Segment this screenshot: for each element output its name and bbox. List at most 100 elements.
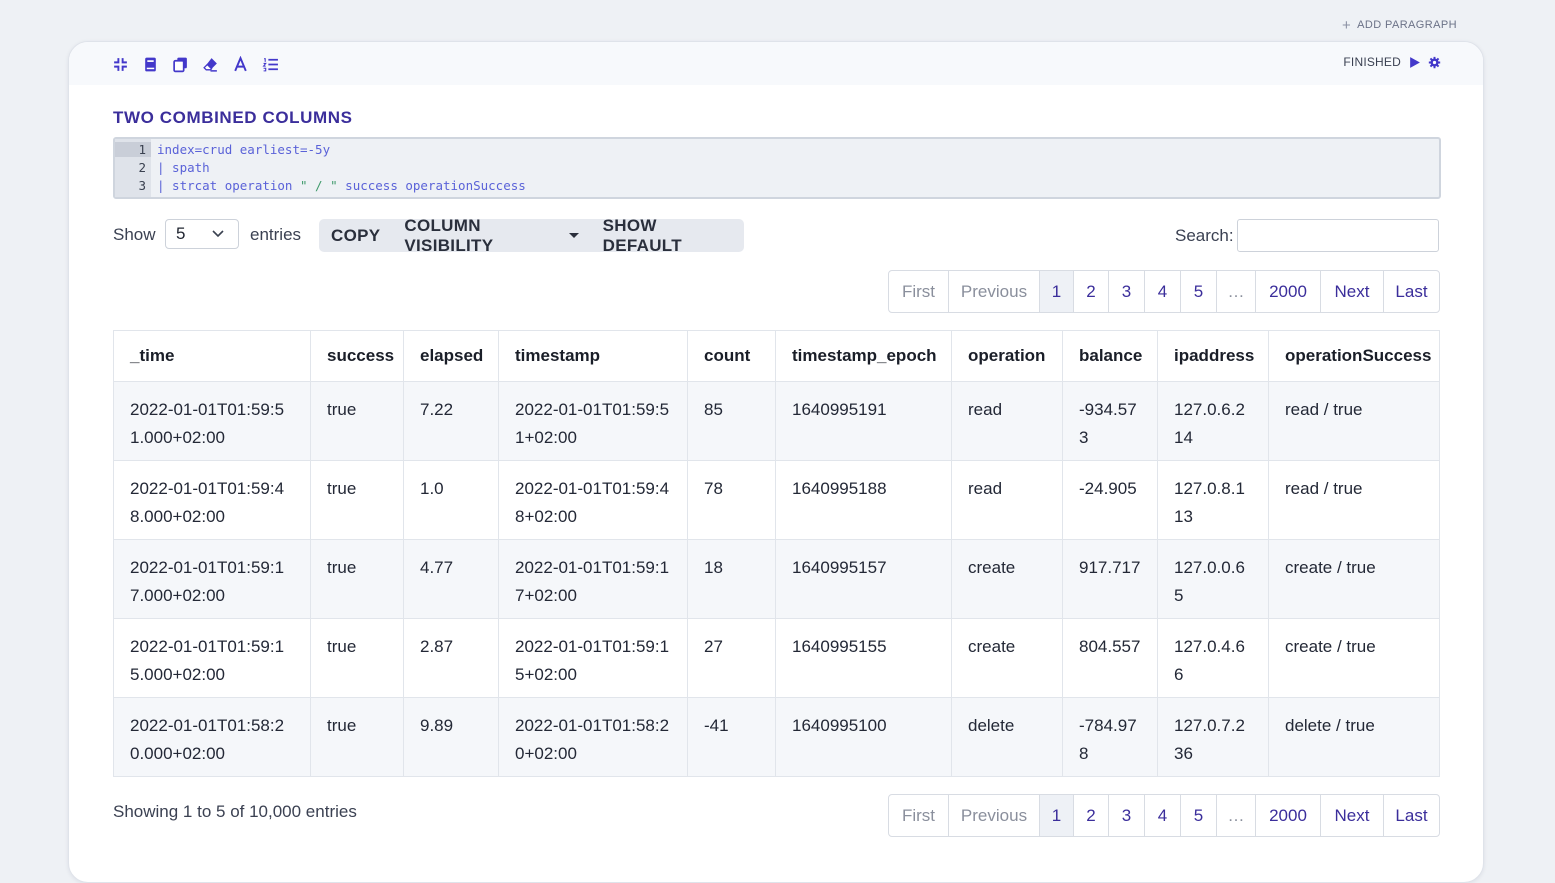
column-header[interactable]: operation: [951, 330, 1063, 382]
show-label: Show: [113, 225, 156, 244]
column-header[interactable]: success: [310, 330, 404, 382]
page-2[interactable]: 2: [1073, 271, 1108, 312]
table-cell: 1640995155: [775, 618, 952, 698]
entries-value: 5: [176, 224, 186, 243]
table-cell: 1640995191: [775, 381, 952, 461]
code-segment: | strcat operation: [157, 178, 300, 193]
table-cell: 2022-01-01T01:59:48.000+02:00: [113, 460, 311, 540]
table-cell: true: [310, 539, 404, 619]
page-3[interactable]: 3: [1108, 795, 1144, 836]
page-2000[interactable]: 2000: [1255, 271, 1320, 312]
column-header[interactable]: balance: [1062, 330, 1158, 382]
table-cell: -934.573: [1062, 381, 1158, 461]
table-cell: true: [310, 460, 404, 540]
code-segment: success operationSuccess: [337, 178, 526, 193]
table-cell: 127.0.4.66: [1157, 618, 1269, 698]
column-header[interactable]: operationSuccess: [1268, 330, 1440, 382]
page-previous[interactable]: Previous: [948, 271, 1039, 312]
table-cell: 7.22: [403, 381, 499, 461]
column-header[interactable]: _time: [113, 330, 311, 382]
font-icon[interactable]: [232, 55, 249, 73]
table-controls: Show 5 entries COPY COLUMN VISIBILITY SH…: [113, 216, 1439, 256]
column-visibility-label: COLUMN VISIBILITY: [404, 215, 494, 255]
book-icon[interactable]: [142, 56, 159, 73]
line-number: 3: [138, 178, 146, 193]
column-visibility-button[interactable]: COLUMN VISIBILITY: [392, 216, 590, 256]
table-cell: 2022-01-01T01:59:51.000+02:00: [113, 381, 311, 461]
table-cell: 127.0.7.236: [1157, 697, 1269, 777]
page-4[interactable]: 4: [1144, 271, 1180, 312]
page-first[interactable]: First: [901, 805, 936, 825]
page-next[interactable]: Next: [1320, 271, 1383, 312]
page-last[interactable]: Last: [1383, 795, 1439, 836]
page-2[interactable]: 2: [1073, 795, 1108, 836]
gear-icon[interactable]: [1428, 56, 1441, 69]
page-1[interactable]: 1: [1039, 271, 1073, 312]
page-next[interactable]: Next: [1320, 795, 1383, 836]
page-ellipsis: …: [1216, 795, 1255, 836]
column-header[interactable]: elapsed: [403, 330, 499, 382]
table-cell: 1.0: [403, 460, 499, 540]
table-info: Showing 1 to 5 of 10,000 entries: [113, 802, 357, 821]
status-label: FINISHED: [1343, 55, 1401, 69]
eraser-icon[interactable]: [202, 56, 219, 73]
table-cell: -24.905: [1062, 460, 1158, 540]
line-number: 1: [115, 142, 151, 157]
code-editor[interactable]: 1 index=crud earliest=-5y 2 | spath 3 | …: [113, 137, 1441, 199]
table-cell: true: [310, 381, 404, 461]
page-last[interactable]: Last: [1383, 271, 1439, 312]
column-header[interactable]: timestamp_epoch: [775, 330, 952, 382]
results-table: _time success elapsed timestamp count ti…: [113, 330, 1440, 777]
table-row: 2022-01-01T01:59:15.000+02:00 true 2.87 …: [113, 618, 1440, 698]
paragraph-title[interactable]: TWO COMBINED COLUMNS: [113, 108, 353, 127]
page-3[interactable]: 3: [1108, 271, 1144, 312]
table-row: 2022-01-01T01:59:51.000+02:00 true 7.22 …: [113, 381, 1440, 461]
table-cell: 85: [687, 381, 776, 461]
table-cell: 2022-01-01T01:59:17.000+02:00: [113, 539, 311, 619]
copy-icon[interactable]: [172, 56, 189, 73]
column-header[interactable]: ipaddress: [1157, 330, 1269, 382]
page-2000[interactable]: 2000: [1255, 795, 1320, 836]
entries-label: entries: [250, 225, 302, 244]
copy-button[interactable]: COPY: [319, 226, 392, 246]
toolbar-icons: [112, 55, 279, 73]
table-cell: read: [951, 460, 1063, 540]
page-previous[interactable]: Previous: [948, 795, 1039, 836]
play-icon[interactable]: [1408, 56, 1421, 69]
table-cell: create: [951, 618, 1063, 698]
add-paragraph-label: ADD PARAGRAPH: [1357, 19, 1457, 31]
column-header[interactable]: count: [687, 330, 776, 382]
page-5[interactable]: 5: [1180, 795, 1216, 836]
show-default-label: SHOW DEFAULT: [602, 215, 682, 255]
table-row: 2022-01-01T01:58:20.000+02:00 true 9.89 …: [113, 697, 1440, 777]
table-cell: -784.978: [1062, 697, 1158, 777]
column-header[interactable]: timestamp: [498, 330, 688, 382]
table-cell: 2022-01-01T01:59:17+02:00: [498, 539, 688, 619]
caret-down-icon: [568, 233, 579, 238]
paragraph-card: FINISHED TWO COMBINED COLUMNS 1 index=cr…: [68, 41, 1484, 883]
page-4[interactable]: 4: [1144, 795, 1180, 836]
paragraph-status: FINISHED: [1343, 55, 1441, 69]
add-paragraph-button[interactable]: + ADD PARAGRAPH: [1342, 16, 1457, 34]
table-cell: true: [310, 618, 404, 698]
table-cell: 2022-01-01T01:59:15+02:00: [498, 618, 688, 698]
table-cell: 9.89: [403, 697, 499, 777]
table-cell: 2022-01-01T01:58:20.000+02:00: [113, 697, 311, 777]
table-cell: 4.77: [403, 539, 499, 619]
table-cell: 1640995188: [775, 460, 952, 540]
show-default-button[interactable]: SHOW DEFAULT: [591, 216, 744, 256]
table-cell: create / true: [1268, 618, 1440, 698]
page-1[interactable]: 1: [1039, 795, 1073, 836]
table-cell: read: [951, 381, 1063, 461]
table-cell: 804.557: [1062, 618, 1158, 698]
page-first[interactable]: First: [901, 281, 936, 301]
table-cell: 2022-01-01T01:59:48+02:00: [498, 460, 688, 540]
entries-select[interactable]: 5: [165, 219, 239, 249]
list-numbered-icon[interactable]: [262, 56, 279, 73]
table-cell: create / true: [1268, 539, 1440, 619]
collapse-icon[interactable]: [112, 56, 129, 73]
copy-button-label: COPY: [331, 225, 381, 245]
search-input[interactable]: [1237, 219, 1439, 252]
page-5[interactable]: 5: [1180, 271, 1216, 312]
plus-icon: +: [1342, 16, 1352, 34]
